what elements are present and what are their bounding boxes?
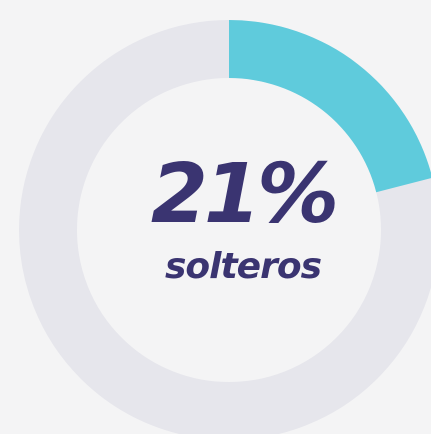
marks xyxy=(229,20,431,193)
donut-segment xyxy=(229,20,431,193)
category-label: solteros xyxy=(165,246,322,287)
value-label: 21% xyxy=(151,147,335,242)
